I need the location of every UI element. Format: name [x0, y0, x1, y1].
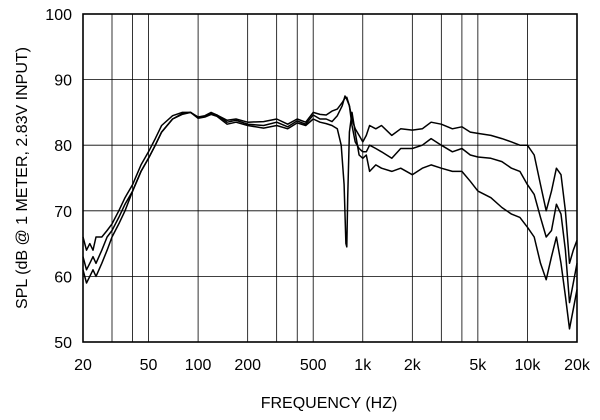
x-tick-label: 20k: [564, 357, 591, 374]
x-tick-label: 500: [300, 357, 327, 374]
y-tick-label: 80: [54, 138, 72, 155]
y-tick-label: 100: [45, 7, 72, 24]
x-tick-label: 200: [234, 357, 261, 374]
x-axis-title: FREQUENCY (HZ): [261, 395, 398, 412]
response-curve-2: [82, 95, 578, 304]
x-tick-label: 20: [74, 357, 92, 374]
plot-frame: [82, 13, 578, 343]
y-tick-label: 50: [54, 335, 72, 352]
x-tick-label: 1k: [354, 357, 372, 374]
series-lines: [82, 95, 578, 330]
x-tick-label: 2k: [404, 357, 422, 374]
y-tick-label: 70: [54, 204, 72, 221]
grid-lines: [82, 13, 578, 343]
x-tick-label: 50: [140, 357, 158, 374]
x-tick-label: 100: [185, 357, 212, 374]
y-axis-title: SPL (dB @ 1 METER, 2.83V INPUT): [14, 47, 31, 309]
y-tick-label: 90: [54, 73, 72, 90]
x-tick-label: 10k: [515, 357, 542, 374]
response-curve-3: [82, 111, 578, 330]
response-curve-1: [82, 96, 578, 265]
x-tick-label: 5k: [469, 357, 487, 374]
y-tick-label: 60: [54, 269, 72, 286]
x-tick-labels: 20 50 100 200 500 1k 2k 5k 10k 20k: [74, 357, 591, 374]
y-tick-labels: 50 60 70 80 90 100: [45, 7, 72, 352]
